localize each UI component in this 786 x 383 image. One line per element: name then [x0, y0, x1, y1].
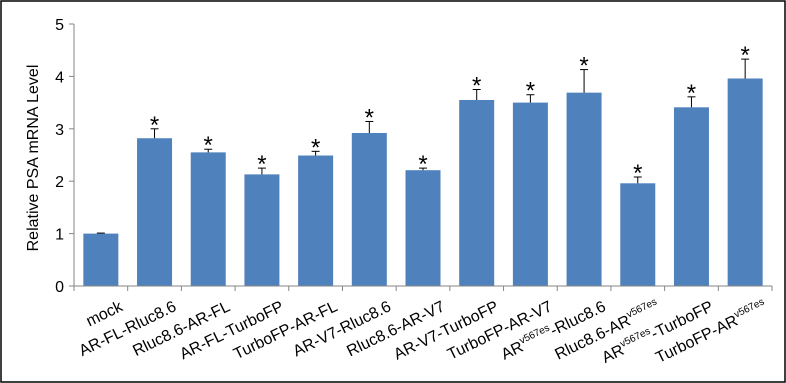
bar [620, 183, 656, 286]
significance-marker: * [311, 134, 320, 161]
y-axis-label: Relative PSA mRNA Level [25, 65, 42, 252]
bars [83, 78, 763, 286]
y-tick-label: 0 [55, 279, 64, 296]
y-axis: 0 1 2 3 4 5 [55, 17, 75, 296]
significance-marker: * [257, 151, 266, 178]
bar [351, 132, 387, 286]
bar [83, 233, 119, 286]
bar [405, 170, 441, 286]
significance-marker: * [633, 160, 642, 187]
significance-markers: * * * * * * * * * * * * [150, 42, 750, 187]
bar [298, 155, 334, 286]
bar [512, 102, 548, 286]
y-tick-label: 3 [55, 122, 64, 139]
y-axis-label-group: Relative PSA mRNA Level [25, 65, 42, 252]
significance-marker: * [204, 132, 213, 159]
significance-marker: * [579, 53, 588, 80]
bar [566, 92, 602, 286]
bar [137, 138, 173, 286]
significance-marker: * [418, 151, 427, 178]
x-axis [73, 285, 773, 291]
bar [244, 174, 280, 286]
significance-marker: * [687, 80, 696, 107]
y-tick-label: 1 [55, 227, 64, 244]
significance-marker: * [526, 78, 535, 105]
significance-marker: * [150, 112, 159, 139]
y-tick-label: 5 [55, 17, 64, 34]
y-tick-label: 4 [55, 69, 64, 86]
error-bars [96, 58, 750, 234]
bar [459, 99, 495, 286]
bar [190, 152, 226, 286]
bar [673, 107, 709, 286]
significance-marker: * [472, 73, 481, 100]
significance-marker: * [740, 42, 749, 69]
y-tick-label: 2 [55, 174, 64, 191]
bar [727, 78, 763, 286]
significance-marker: * [365, 104, 374, 131]
